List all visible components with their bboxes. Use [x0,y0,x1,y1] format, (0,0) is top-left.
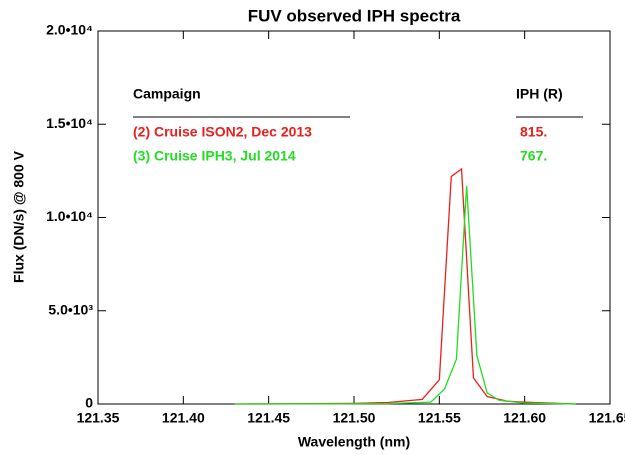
legend-entry: (2) Cruise ISON2, Dec 2013 [133,124,312,140]
x-tick-label: 121.55 [418,410,461,426]
y-tick-label: 1.0•10⁴ [46,208,93,224]
legend-header: Campaign [133,86,201,102]
x-axis-label: Wavelength (nm) [298,434,410,450]
x-tick-label: 121.50 [333,410,376,426]
chart-title: FUV observed IPH spectra [248,6,461,25]
y-tick-label: 0 [85,395,93,411]
x-tick-label: 121.35 [77,410,120,426]
x-tick-label: 121.40 [162,410,205,426]
y-tick-label: 2.0•10⁴ [46,22,93,38]
legend-iph: 815. [520,124,547,140]
series-line [234,185,576,405]
legend-entry: (3) Cruise IPH3, Jul 2014 [133,148,296,164]
legend-iph: 767. [520,148,547,164]
legend-header: IPH (R) [516,86,563,102]
series-line [234,167,576,405]
y-tick-label: 5.0•10³ [48,301,93,317]
x-tick-label: 121.45 [247,410,290,426]
x-tick-label: 121.60 [503,410,546,426]
y-tick-label: 1.5•10⁴ [46,115,93,131]
y-axis-label: Flux (DN/s) @ 800 V [11,150,27,283]
x-tick-label: 121.65 [589,410,625,426]
